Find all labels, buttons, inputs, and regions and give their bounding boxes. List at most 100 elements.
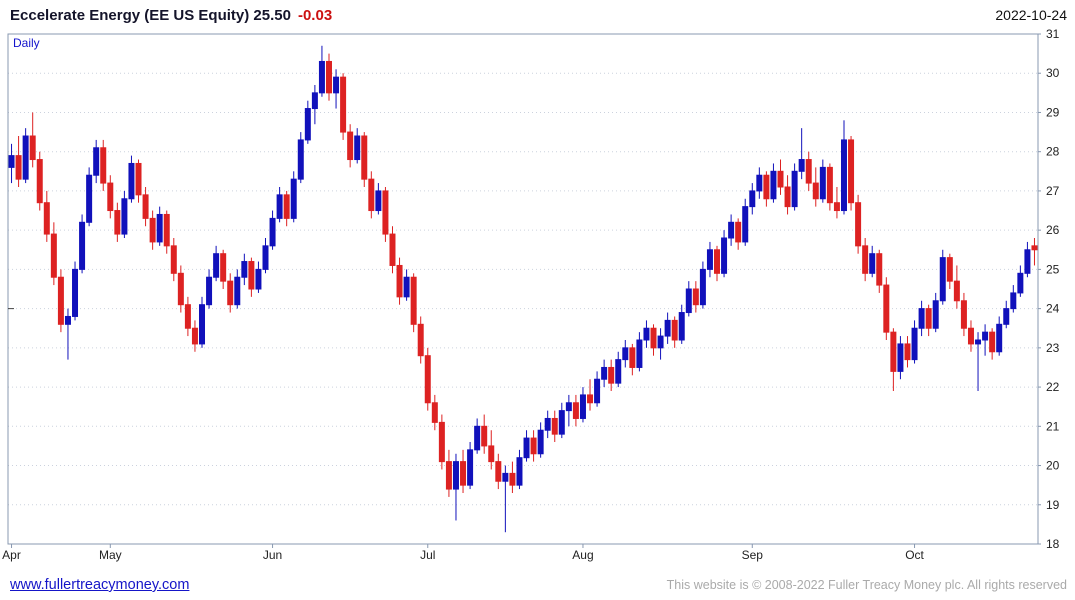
candle xyxy=(100,139,107,191)
candle xyxy=(177,265,184,313)
candle xyxy=(156,206,163,246)
candle xyxy=(128,155,135,203)
candle xyxy=(199,296,206,348)
copyright-text: This website is © 2008-2022 Fuller Treac… xyxy=(666,578,1067,592)
candle xyxy=(509,461,516,493)
candle xyxy=(798,128,805,180)
y-tick-label: 21 xyxy=(1046,419,1060,433)
x-tick-label: Apr xyxy=(2,548,21,562)
candle xyxy=(756,167,763,199)
candle xyxy=(883,277,890,340)
candle xyxy=(989,328,996,360)
candle xyxy=(107,175,114,219)
candle xyxy=(876,249,883,293)
candle xyxy=(114,202,121,242)
candle xyxy=(325,53,332,101)
x-tick-label: Sep xyxy=(742,548,764,562)
candle xyxy=(791,163,798,211)
candle xyxy=(43,190,50,242)
candle xyxy=(149,210,156,250)
candle xyxy=(904,336,911,368)
candle xyxy=(368,171,375,219)
candle xyxy=(558,402,565,439)
candle xyxy=(276,187,283,223)
footer: www.fullertreacymoney.com This website i… xyxy=(0,574,1075,596)
candle xyxy=(960,292,967,337)
candle xyxy=(1024,241,1031,278)
candle xyxy=(721,230,728,278)
candle xyxy=(93,139,100,184)
site-link[interactable]: www.fullertreacymoney.com xyxy=(10,577,190,593)
candle xyxy=(565,394,572,427)
candle xyxy=(544,410,551,439)
candle xyxy=(629,343,636,376)
candle xyxy=(862,238,869,282)
candle xyxy=(699,261,706,309)
candle xyxy=(601,359,608,388)
candle xyxy=(594,371,601,407)
candle xyxy=(403,269,410,301)
candle xyxy=(523,430,530,462)
candle xyxy=(728,214,735,246)
price-change: -0.03 xyxy=(297,6,333,24)
candle xyxy=(650,324,657,356)
candle xyxy=(410,273,417,333)
candle xyxy=(714,245,721,282)
candle xyxy=(918,300,925,337)
candle xyxy=(424,347,431,411)
candle xyxy=(297,132,304,184)
candle xyxy=(79,214,86,274)
candle xyxy=(36,151,43,211)
candle xyxy=(184,296,191,337)
x-tick-label: Aug xyxy=(572,548,593,562)
candle xyxy=(671,316,678,348)
candle xyxy=(438,414,445,470)
candles-group xyxy=(8,45,1038,533)
candle xyxy=(241,253,248,286)
candle xyxy=(445,449,452,497)
candle xyxy=(290,171,297,223)
candle xyxy=(22,128,29,184)
candle xyxy=(354,128,361,164)
candle xyxy=(347,124,354,168)
candle xyxy=(361,132,368,187)
candle xyxy=(50,222,57,286)
candle xyxy=(206,269,213,309)
candle xyxy=(932,292,939,333)
candle xyxy=(636,332,643,372)
candlestick-chart[interactable]: 18 19 20 21 22 23 24 25 26 27 28 29 30 31 Apr May Jun Jul… xyxy=(0,26,1075,572)
y-tick-label: 24 xyxy=(1046,302,1060,316)
candle xyxy=(255,261,262,293)
candle xyxy=(530,430,537,462)
candle xyxy=(15,136,22,187)
candle xyxy=(227,273,234,313)
candle xyxy=(1017,265,1024,297)
y-tick-label: 30 xyxy=(1046,66,1060,80)
candle xyxy=(975,332,982,391)
y-tick-label: 22 xyxy=(1046,380,1060,394)
candle xyxy=(142,187,149,227)
y-tick-label: 25 xyxy=(1046,262,1060,276)
candle xyxy=(579,387,586,423)
y-tick-label: 26 xyxy=(1046,223,1060,237)
candle xyxy=(269,210,276,250)
candle xyxy=(749,183,756,215)
candle xyxy=(340,73,347,140)
x-tick-label: Jun xyxy=(263,548,282,562)
candle xyxy=(431,394,438,431)
candle xyxy=(502,465,509,533)
candle xyxy=(982,324,989,356)
candle xyxy=(163,210,170,254)
candle xyxy=(121,190,128,238)
candle xyxy=(615,351,622,388)
candle xyxy=(657,328,664,360)
plot-frame xyxy=(7,33,1039,545)
candle xyxy=(488,430,495,470)
candle xyxy=(706,241,713,278)
chart-date: 2022-10-24 xyxy=(995,7,1067,23)
candle xyxy=(474,418,481,454)
y-tick-label: 29 xyxy=(1046,105,1060,119)
candle xyxy=(1031,238,1038,266)
candle xyxy=(953,265,960,309)
candle xyxy=(460,449,467,493)
